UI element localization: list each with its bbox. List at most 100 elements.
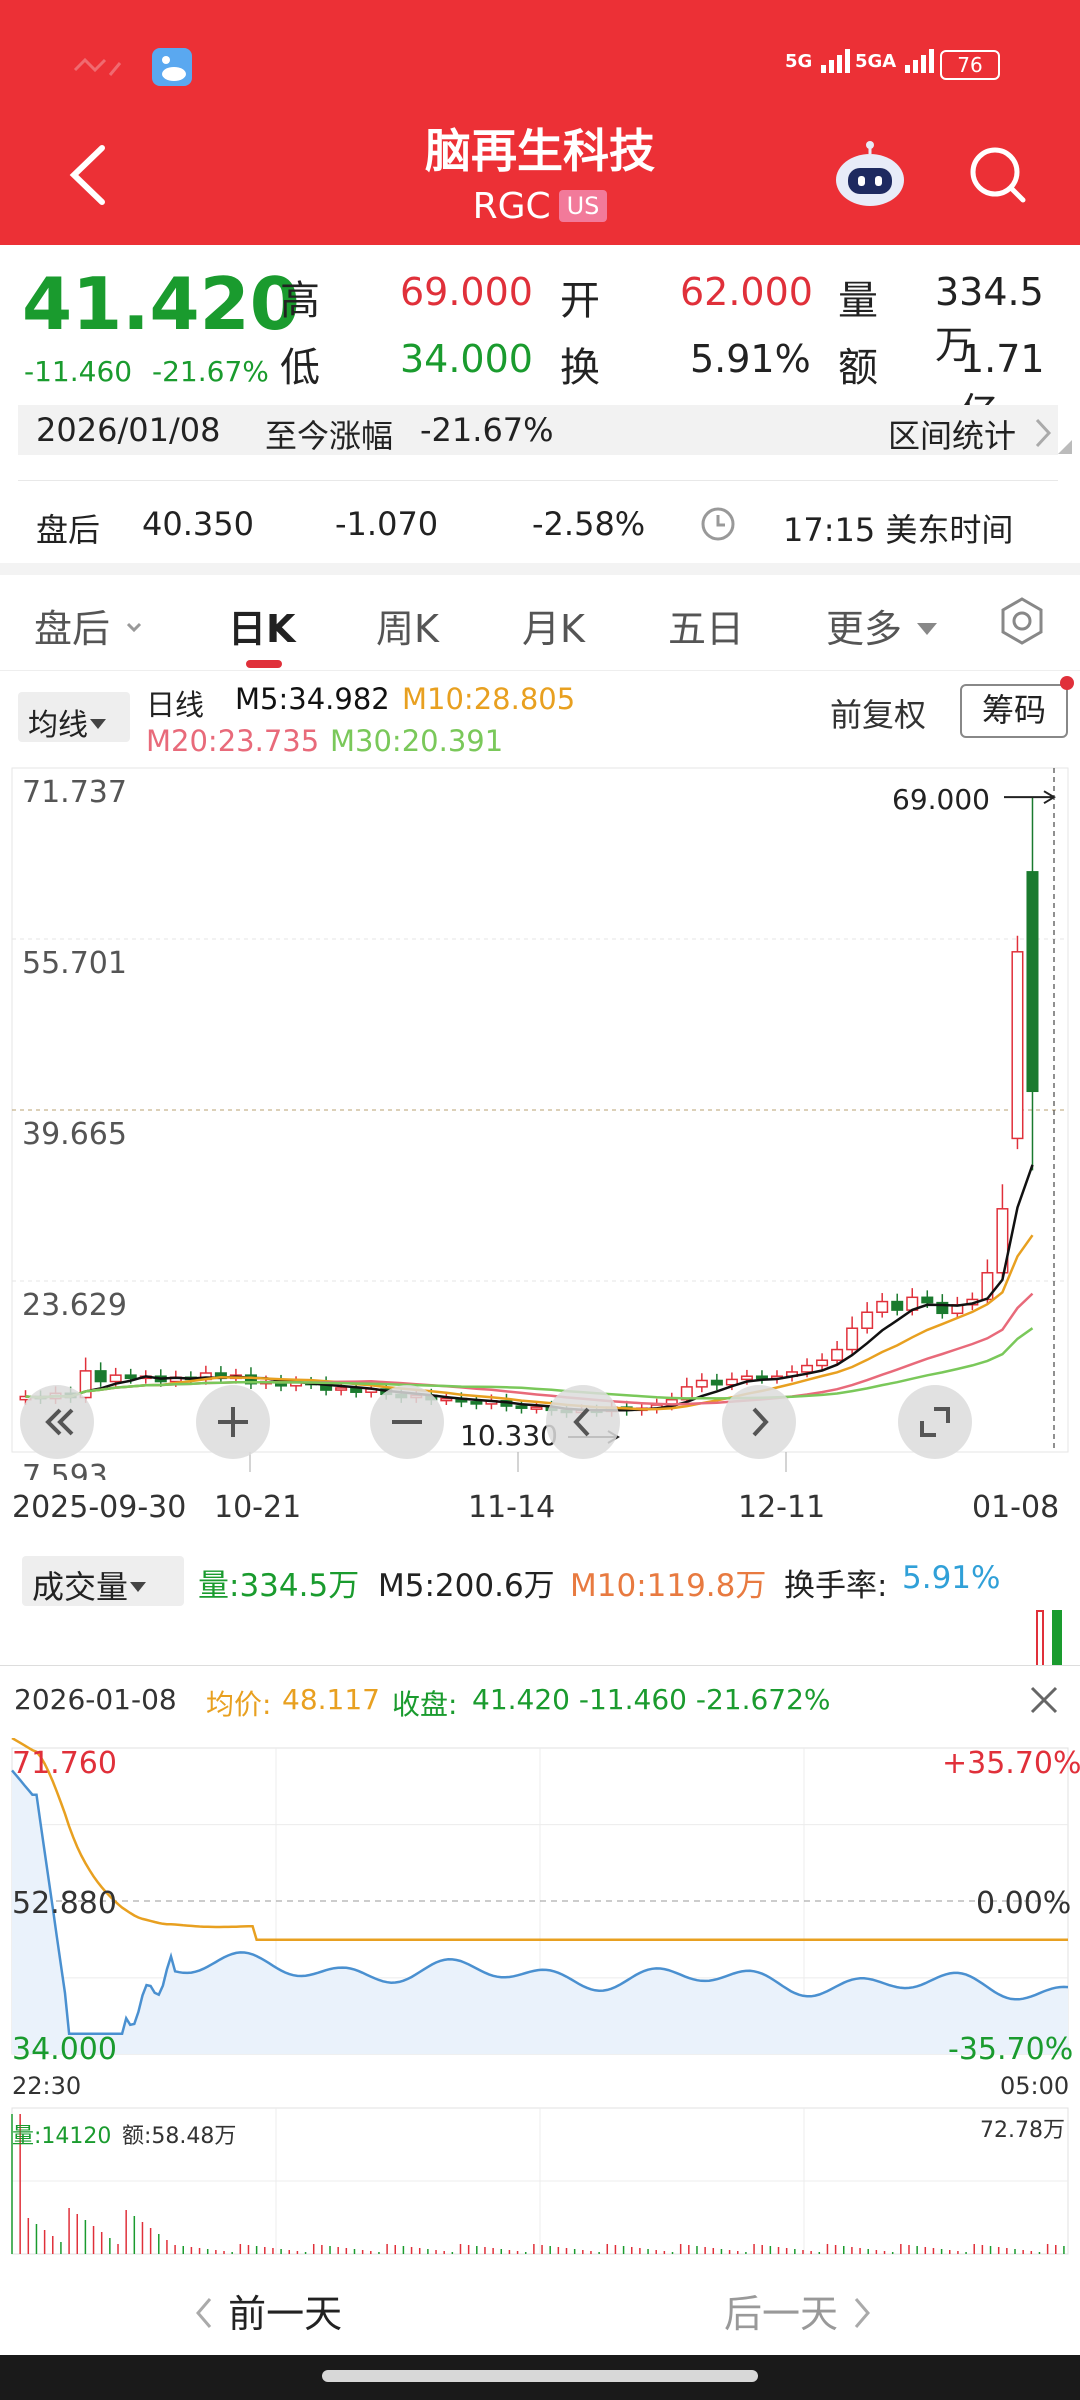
fullscreen-icon bbox=[920, 1407, 950, 1437]
next-day-button[interactable]: 后一天 bbox=[724, 2283, 876, 2338]
low-label: 低 bbox=[280, 345, 320, 391]
robot-assistant-icon[interactable] bbox=[830, 140, 910, 210]
kline-svg[interactable]: 71.737 55.701 39.665 23.629 7.593 69.000 10.33… bbox=[0, 760, 1080, 1494]
hexagon-settings-icon bbox=[1001, 597, 1043, 645]
candle-body bbox=[109, 1374, 122, 1383]
candle-body bbox=[530, 1406, 543, 1410]
intraday-price-area bbox=[12, 1770, 1068, 2054]
high-label: 高 bbox=[280, 278, 320, 324]
candle-body bbox=[470, 1401, 483, 1405]
back-button[interactable] bbox=[60, 140, 120, 210]
tab-five-day[interactable]: 五日 bbox=[668, 607, 745, 651]
volume-m5: M5:200.6万 bbox=[378, 1568, 555, 1604]
chevron-down-icon bbox=[127, 622, 142, 633]
volume-toggle[interactable]: 成交量 bbox=[22, 1556, 184, 1606]
candle-body bbox=[94, 1370, 107, 1383]
open-label: 开 bbox=[560, 278, 600, 324]
intraday-y-low: 34.000 bbox=[12, 2032, 117, 2067]
network-label-2: 5GA bbox=[855, 51, 897, 72]
battery-level: 76 bbox=[957, 53, 983, 77]
candle-body bbox=[680, 1386, 693, 1401]
high-value: 69.000 bbox=[400, 270, 533, 314]
stock-ticker: RGC bbox=[472, 186, 551, 227]
intraday-t-start: 22:30 bbox=[12, 2072, 82, 2100]
intraday-price-line bbox=[11, 1769, 1069, 2035]
candle-body bbox=[921, 1296, 934, 1304]
intraday-pct-mid: 0.00% bbox=[976, 1886, 1072, 1921]
intraday-chart[interactable] bbox=[0, 1736, 1080, 2258]
low-marker-label: 10.330 bbox=[460, 1419, 558, 1452]
weather-icon bbox=[152, 48, 192, 86]
amount-label: 额 bbox=[838, 345, 878, 391]
candle-body bbox=[695, 1379, 708, 1388]
range-stats-link[interactable]: 区间统计 bbox=[888, 417, 1017, 455]
minus-icon bbox=[392, 1420, 422, 1424]
prev-day-label: 前一天 bbox=[228, 2292, 343, 2336]
candle-body bbox=[710, 1379, 723, 1386]
chips-button[interactable]: 筹码 bbox=[960, 684, 1068, 738]
high-marker-label: 69.000 bbox=[892, 783, 990, 816]
ma20-value: M20:23.735 bbox=[146, 724, 320, 758]
candle-body bbox=[846, 1327, 859, 1351]
close-popup-button[interactable] bbox=[1026, 1682, 1062, 1718]
tab-more[interactable]: 更多 bbox=[826, 598, 940, 653]
ma-toggle[interactable]: 均线 bbox=[18, 692, 130, 743]
turnover-rate-value: 5.91% bbox=[902, 1560, 1001, 1596]
candle-body bbox=[936, 1301, 949, 1315]
tab-after-hours[interactable]: 盘后 bbox=[34, 598, 146, 653]
adjust-mode[interactable]: 前复权 bbox=[830, 696, 927, 734]
range-change-bar[interactable] bbox=[18, 405, 1058, 455]
search-icon bbox=[970, 147, 1026, 203]
home-indicator[interactable] bbox=[322, 2370, 758, 2382]
caret-down-icon bbox=[917, 623, 938, 635]
intraday-y-high: 71.760 bbox=[12, 1746, 117, 1781]
prev-day-button[interactable]: 前一天 bbox=[190, 2283, 342, 2338]
after-hours-change: -1.070 bbox=[335, 505, 439, 543]
intraday-pct-high: +35.70% bbox=[942, 1746, 1080, 1781]
tab-monthly-k[interactable]: 月K bbox=[522, 607, 585, 651]
x-tick-3: 11-14 bbox=[468, 1490, 556, 1525]
ma5-value: M5:34.982 bbox=[235, 682, 390, 716]
settings-button[interactable] bbox=[996, 595, 1048, 647]
notification-dot bbox=[1060, 676, 1074, 690]
battery-icon: 76 bbox=[940, 50, 1000, 80]
candle-body bbox=[740, 1375, 753, 1381]
candle-body bbox=[891, 1300, 904, 1311]
prev-candle-button[interactable] bbox=[546, 1385, 620, 1459]
plus-icon bbox=[218, 1407, 248, 1437]
market-badge: US bbox=[558, 190, 608, 222]
ma-type: 日线 bbox=[146, 688, 205, 722]
next-candle-button[interactable] bbox=[722, 1385, 796, 1459]
intraday-vol: 量:14120 bbox=[12, 2124, 112, 2149]
zoom-out-button[interactable] bbox=[370, 1385, 444, 1459]
active-tab-indicator bbox=[246, 660, 282, 668]
intraday-svg[interactable] bbox=[0, 1736, 1080, 2258]
scroll-left-button[interactable] bbox=[20, 1385, 94, 1459]
search-button[interactable] bbox=[968, 145, 1028, 205]
corner-triangle-icon bbox=[1058, 440, 1072, 454]
price-change-pct: -21.67% bbox=[152, 355, 269, 388]
tab-daily-k[interactable]: 日K bbox=[228, 607, 296, 651]
range-date: 2026/01/08 bbox=[36, 411, 221, 449]
turnover-value: 5.91% bbox=[690, 337, 811, 381]
zoom-in-button[interactable] bbox=[196, 1385, 270, 1459]
volume-bar-prev bbox=[1036, 1610, 1044, 1668]
high-marker-arrow bbox=[1004, 790, 1056, 805]
ma30-value: M30:20.391 bbox=[330, 724, 504, 758]
candle-body bbox=[515, 1405, 528, 1409]
ma-toggle-label: 均线 bbox=[28, 708, 88, 743]
intraday-y-mid: 52.880 bbox=[12, 1886, 117, 1921]
tab-weekly-k[interactable]: 周K bbox=[376, 607, 439, 651]
fullscreen-button[interactable] bbox=[898, 1385, 972, 1459]
chevron-right-icon bbox=[854, 2298, 871, 2328]
x-tick-4: 12-11 bbox=[738, 1490, 826, 1525]
candle-body bbox=[244, 1374, 257, 1385]
intraday-pct-low: -35.70% bbox=[948, 2032, 1074, 2067]
low-value: 34.000 bbox=[400, 337, 533, 381]
candle-body bbox=[124, 1374, 137, 1380]
candle-body bbox=[831, 1348, 844, 1361]
turnover-rate-label: 换手率: bbox=[784, 1568, 888, 1604]
volume-label: 量 bbox=[838, 278, 878, 324]
signal-icon-5ga: 5GA bbox=[855, 45, 943, 75]
kline-chart[interactable]: 71.737 55.701 39.665 23.629 7.593 69.000 10.33… bbox=[0, 760, 1080, 1494]
